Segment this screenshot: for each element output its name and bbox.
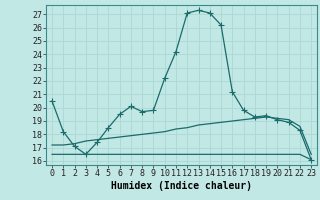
X-axis label: Humidex (Indice chaleur): Humidex (Indice chaleur) xyxy=(111,181,252,191)
